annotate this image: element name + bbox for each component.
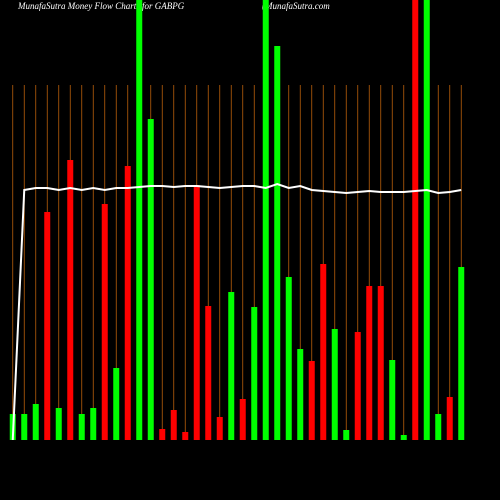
bar xyxy=(251,307,258,440)
bar xyxy=(297,349,304,440)
bar xyxy=(423,0,430,440)
bar xyxy=(78,414,85,440)
bar xyxy=(285,277,292,440)
chart-subtitle: (MunafaSutra.com xyxy=(262,1,330,11)
bar xyxy=(124,166,131,440)
bar xyxy=(193,185,200,440)
bar xyxy=(182,432,189,440)
bar xyxy=(412,0,419,440)
bar xyxy=(343,430,350,440)
bar xyxy=(366,286,373,440)
bar xyxy=(136,0,143,440)
bar xyxy=(67,160,74,440)
bar xyxy=(400,435,407,440)
bar xyxy=(228,292,235,440)
bar xyxy=(170,410,177,440)
bar xyxy=(354,332,361,440)
bar xyxy=(239,399,246,440)
bar xyxy=(377,286,384,440)
trend-line xyxy=(11,182,462,441)
bar xyxy=(205,306,212,440)
bar xyxy=(55,408,62,440)
bar xyxy=(159,429,166,440)
bar xyxy=(32,404,39,440)
bar xyxy=(90,408,97,440)
bar xyxy=(21,414,28,440)
bar xyxy=(274,46,281,440)
bar xyxy=(262,0,269,440)
bar xyxy=(320,264,327,440)
bar xyxy=(113,368,120,440)
bar xyxy=(147,119,154,440)
chart-title: MunafaSutra Money Flow Charts for GABPG xyxy=(17,1,185,11)
bar xyxy=(44,212,51,440)
bar xyxy=(216,417,223,440)
bar xyxy=(331,329,338,440)
bar xyxy=(435,414,442,440)
bar xyxy=(458,267,465,440)
bar xyxy=(389,360,396,440)
bar xyxy=(446,397,453,440)
bar xyxy=(308,361,315,440)
bar xyxy=(101,204,108,440)
